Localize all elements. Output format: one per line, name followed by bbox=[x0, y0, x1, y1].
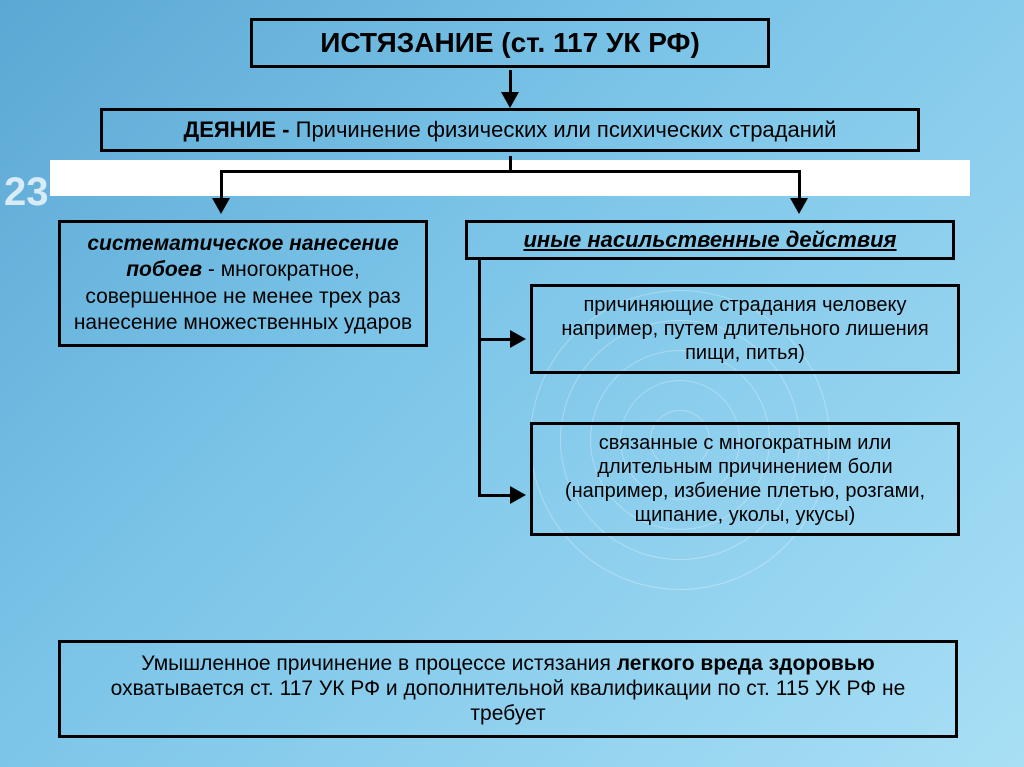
bottom-bold: легкого вреда здоровью bbox=[617, 652, 875, 675]
slide-number: 23 bbox=[4, 170, 49, 215]
right-box-1: причиняющие страдания человеку например,… bbox=[530, 284, 960, 374]
arrow-head-down-icon bbox=[212, 198, 230, 214]
arrow-head-down-icon bbox=[790, 198, 808, 214]
bottom-p2: охватывается ст. 117 УК РФ и дополнитель… bbox=[111, 677, 906, 725]
right-header-box: иные насильственные действия bbox=[465, 220, 955, 260]
bottom-p1: Умышленное причинение в процессе истязан… bbox=[141, 652, 616, 675]
arrow-line bbox=[478, 338, 511, 341]
left-dash: - bbox=[202, 258, 221, 281]
arrow-line bbox=[509, 156, 512, 170]
left-box: систематическое нанесение побоев - много… bbox=[58, 220, 428, 347]
right-box-2: связанные с многократным или длительным … bbox=[530, 422, 960, 536]
deyanie-text: Причинение физических или психических ст… bbox=[296, 117, 837, 142]
arrow-line bbox=[478, 494, 511, 497]
arrow-head-right-icon bbox=[510, 486, 526, 504]
deyanie-label: ДЕЯНИЕ - bbox=[184, 117, 290, 142]
left-rest: многократное, совершенное не менее трех … bbox=[74, 258, 412, 334]
arrow-line bbox=[509, 70, 512, 92]
arrow-head-down-icon bbox=[501, 92, 519, 108]
arrow-head-right-icon bbox=[510, 330, 526, 348]
arrow-line bbox=[220, 170, 223, 198]
title-box: ИСТЯЗАНИЕ (ст. 117 УК РФ) bbox=[250, 18, 770, 68]
arrow-line bbox=[798, 170, 801, 198]
arrow-line bbox=[478, 260, 481, 496]
bottom-box: Умышленное причинение в процессе истязан… bbox=[58, 640, 958, 738]
deyanie-box: ДЕЯНИЕ - Причинение физических или психи… bbox=[100, 108, 920, 152]
arrow-line bbox=[220, 170, 800, 173]
